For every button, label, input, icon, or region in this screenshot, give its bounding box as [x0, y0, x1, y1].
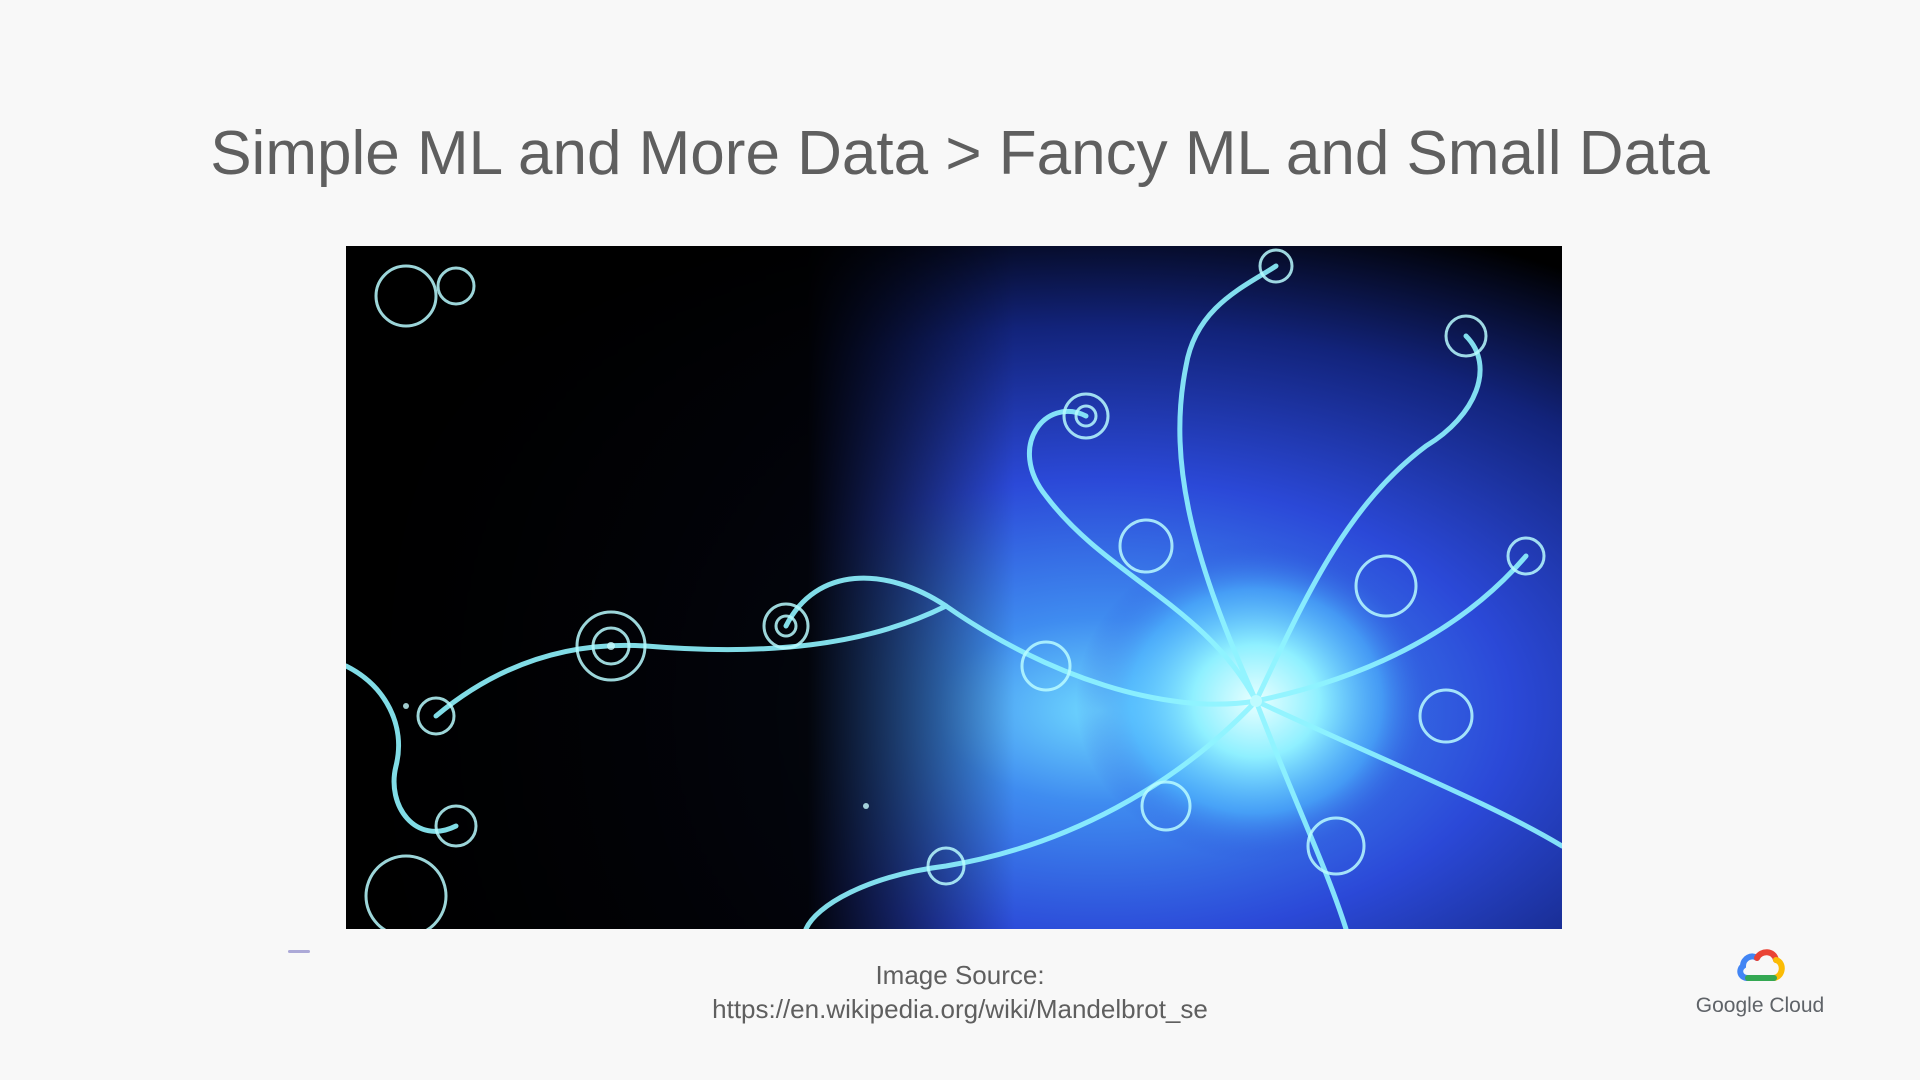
fractal-image: [346, 246, 1562, 929]
brand-block: Google Cloud: [1680, 944, 1840, 1018]
caption-label: Image Source:: [875, 960, 1045, 990]
google-cloud-logo-icon: [1680, 944, 1840, 988]
stray-mark: [288, 950, 310, 953]
caption-url[interactable]: https://en.wikipedia.org/wiki/Mandelbrot…: [712, 994, 1208, 1024]
image-caption: Image Source: https://en.wikipedia.org/w…: [460, 958, 1460, 1026]
mandelbrot-fractal-image: [346, 246, 1562, 929]
brand-name: Google Cloud: [1695, 994, 1825, 1017]
slide-title: Simple ML and More Data > Fancy ML and S…: [210, 119, 1710, 188]
